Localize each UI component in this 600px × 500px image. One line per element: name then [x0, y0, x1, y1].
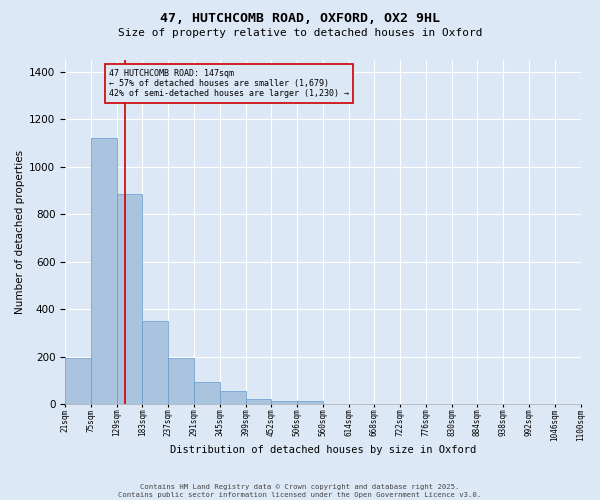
Bar: [271, 400, 297, 404]
Bar: [220, 391, 245, 404]
Text: 47 HUTCHCOMB ROAD: 147sqm
← 57% of detached houses are smaller (1,679)
42% of se: 47 HUTCHCOMB ROAD: 147sqm ← 57% of detac…: [109, 68, 349, 98]
Bar: [116, 194, 142, 404]
Bar: [65, 358, 91, 405]
Bar: [168, 358, 194, 405]
Y-axis label: Number of detached properties: Number of detached properties: [15, 150, 25, 314]
Bar: [142, 321, 168, 404]
X-axis label: Distribution of detached houses by size in Oxford: Distribution of detached houses by size …: [170, 445, 476, 455]
Text: Size of property relative to detached houses in Oxford: Size of property relative to detached ho…: [118, 28, 482, 38]
Bar: [245, 399, 271, 404]
Text: 47, HUTCHCOMB ROAD, OXFORD, OX2 9HL: 47, HUTCHCOMB ROAD, OXFORD, OX2 9HL: [160, 12, 440, 26]
Text: Contains HM Land Registry data © Crown copyright and database right 2025.
Contai: Contains HM Land Registry data © Crown c…: [118, 484, 482, 498]
Bar: [297, 400, 323, 404]
Bar: [91, 138, 116, 404]
Bar: [194, 382, 220, 404]
